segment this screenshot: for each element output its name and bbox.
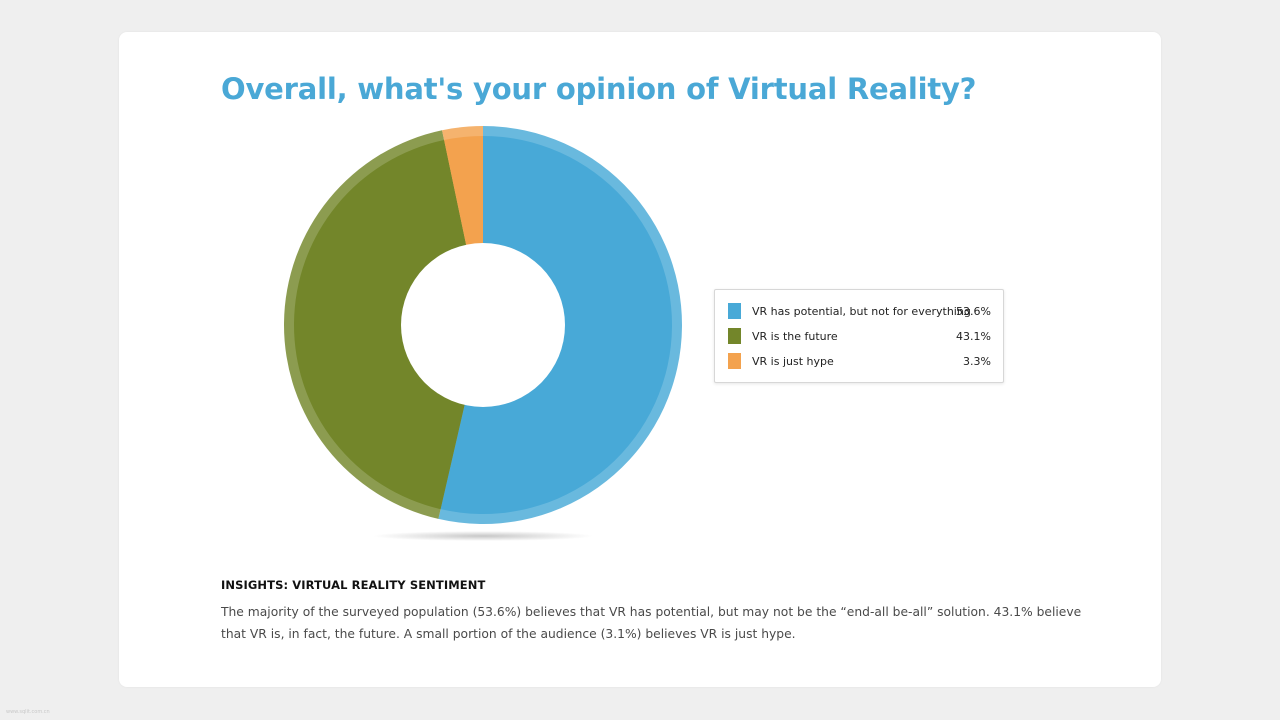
legend-item: VR has potential, but not for everything… [715, 301, 1003, 326]
donut-hole [401, 243, 565, 407]
legend-value: 3.3% [963, 355, 991, 368]
insights-text: The majority of the surveyed population … [221, 605, 1082, 641]
legend-item: VR is just hype 3.3% [715, 351, 1003, 376]
insights-heading: INSIGHTS: VIRTUAL REALITY SENTIMENT [221, 578, 486, 592]
donut-chart [283, 126, 682, 541]
slice[interactable] [294, 140, 483, 510]
legend-label: VR is just hype [752, 355, 834, 368]
legend-label: VR is the future [752, 330, 838, 343]
legend-swatch [728, 303, 741, 319]
legend-value: 43.1% [956, 330, 991, 343]
watermark: www.sqlit.com.cn [6, 709, 50, 715]
chart-shadow [373, 531, 593, 541]
legend-swatch [728, 328, 741, 344]
chart-title: Overall, what's your opinion of Virtual … [221, 72, 977, 106]
legend-item: VR is the future 43.1% [715, 326, 1003, 351]
legend-swatch [728, 353, 741, 369]
chart-card: Overall, what's your opinion of Virtual … [119, 32, 1161, 687]
legend: VR has potential, but not for everything… [714, 289, 1004, 383]
legend-label: VR has potential, but not for everything [752, 305, 971, 318]
legend-value: 53.6% [956, 305, 991, 318]
